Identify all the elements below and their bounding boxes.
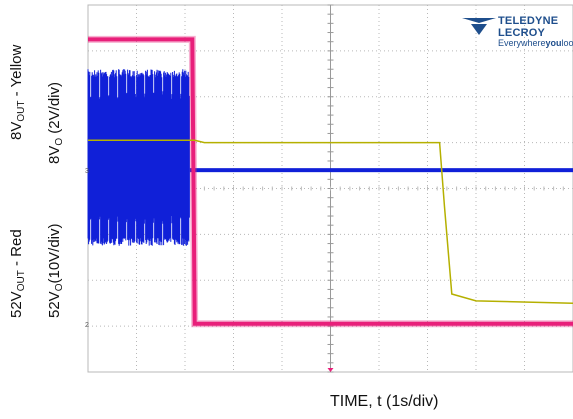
red-scale-label: 52VO(10V/div) bbox=[46, 223, 65, 318]
chart-traces bbox=[87, 35, 573, 328]
blue-trace-flat bbox=[189, 168, 573, 173]
ch3-marker: 3 bbox=[85, 168, 89, 175]
blue-trace-burst bbox=[87, 69, 190, 246]
logo-tagline: Everywhereyoulook bbox=[498, 38, 573, 48]
yellow-scale-label: 8VO (2V/div) bbox=[46, 82, 65, 164]
x-axis-label: TIME, t (1s/div) bbox=[330, 393, 439, 410]
red-trace-noise bbox=[88, 35, 573, 328]
channel-markers: 32 bbox=[85, 168, 334, 372]
red-trace bbox=[88, 37, 573, 326]
logo-brand-text: TELEDYNE LECROY bbox=[498, 15, 559, 39]
ch2-marker: 2 bbox=[85, 322, 89, 329]
red-channel-label: 52VOUT - Red bbox=[8, 229, 27, 318]
teledyne-lecroy-logo: TELEDYNE LECROY Everywhereyoulook bbox=[462, 15, 573, 48]
trigger-marker bbox=[327, 368, 334, 372]
yellow-channel-label: 8VOUT - Yellow bbox=[8, 44, 27, 140]
teledyne-logo-icon bbox=[462, 18, 496, 35]
yellow-trace bbox=[88, 139, 573, 304]
